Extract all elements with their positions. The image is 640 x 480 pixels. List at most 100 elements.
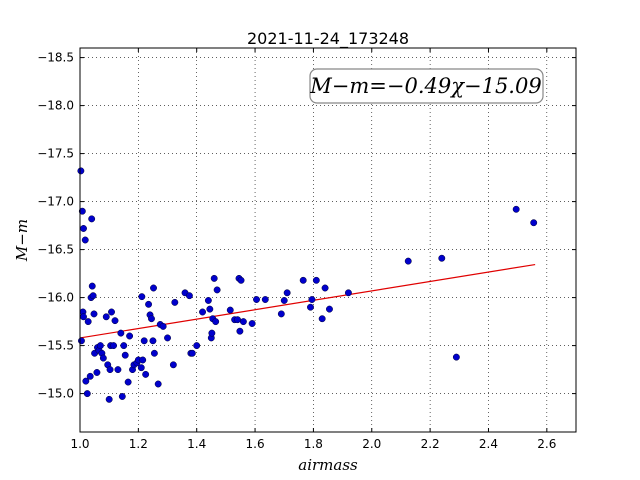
fit-annotation: M−m=−0.49χ−15.09	[309, 68, 544, 104]
data-point	[106, 366, 114, 374]
data-point	[139, 356, 147, 364]
plot-frame	[79, 47, 577, 433]
y-tick-labels: −15.0 −15.5 −16.0 −16.5 −17.0 −17.5 −18.0 −18.5	[37, 51, 74, 401]
y-tick-label: −16.5	[37, 243, 74, 257]
data-point	[118, 393, 126, 400]
data-point	[344, 289, 352, 297]
data-point	[452, 353, 460, 361]
data-point	[512, 205, 520, 213]
data-point	[82, 377, 90, 385]
x-axis-label: airmass	[298, 456, 358, 474]
data-point	[138, 293, 146, 301]
data-point	[89, 292, 97, 300]
data-point	[204, 297, 212, 304]
data-point	[237, 276, 245, 284]
data-point	[213, 286, 221, 294]
data-point	[236, 327, 244, 335]
data-point	[438, 254, 446, 262]
y-tick-label: −18.0	[37, 99, 74, 113]
fit-annotation-text: M−m=−0.49χ−15.09	[309, 74, 541, 98]
x-tick-label: 2.4	[479, 437, 498, 451]
data-point	[121, 351, 129, 359]
axis-ticks	[79, 48, 576, 432]
data-point	[126, 332, 134, 340]
x-tick-label: 2.6	[537, 437, 556, 451]
data-point	[78, 337, 85, 345]
x-tick-label: 1.8	[304, 437, 323, 451]
data-point	[88, 282, 96, 290]
data-point	[212, 318, 220, 326]
plot-area	[80, 48, 576, 432]
y-tick-label: −17.0	[37, 195, 74, 209]
data-point	[114, 366, 122, 374]
data-point	[102, 313, 110, 321]
grid-lines	[79, 48, 576, 432]
data-point	[206, 305, 214, 313]
x-tick-labels: 1.0 1.2 1.4 1.6 1.8 2.0 2.2 2.4 2.6	[70, 437, 556, 451]
data-point	[124, 378, 132, 386]
data-point	[83, 390, 91, 398]
data-point	[84, 318, 92, 326]
data-point	[226, 306, 234, 314]
data-point	[234, 316, 242, 324]
data-point	[93, 369, 101, 376]
x-tick-label: 1.0	[70, 437, 89, 451]
data-point	[321, 284, 329, 292]
data-point	[308, 296, 316, 303]
chart-title: 2021-11-24_173248	[247, 29, 409, 49]
data-point	[530, 219, 538, 227]
data-point	[171, 298, 179, 306]
data-point	[185, 292, 193, 300]
data-point	[145, 300, 153, 308]
data-point	[318, 315, 326, 323]
data-point	[148, 315, 155, 323]
data-point	[99, 354, 107, 362]
x-tick-label: 2.0	[362, 437, 381, 451]
y-tick-label: −15.0	[37, 387, 74, 401]
data-point	[90, 310, 98, 318]
data-point	[142, 370, 150, 378]
data-point	[88, 215, 96, 223]
y-tick-label: −17.5	[37, 147, 74, 161]
data-point	[108, 308, 115, 316]
data-point	[120, 342, 128, 350]
data-point	[110, 342, 118, 350]
data-point	[159, 322, 167, 330]
x-tick-label: 1.2	[129, 437, 148, 451]
data-point	[404, 257, 412, 265]
data-point	[193, 342, 201, 350]
data-point	[283, 289, 291, 297]
data-point	[277, 310, 285, 318]
data-point	[261, 296, 269, 303]
data-point	[299, 276, 307, 284]
data-point	[253, 296, 260, 303]
data-point	[137, 364, 145, 372]
data-point	[208, 329, 216, 337]
x-tick-label: 1.4	[187, 437, 206, 451]
data-point	[210, 274, 218, 282]
data-point	[188, 349, 196, 357]
data-point	[239, 318, 247, 326]
y-tick-label: −16.0	[37, 291, 74, 305]
fit-line	[79, 263, 536, 339]
data-point	[312, 276, 320, 284]
data-point	[150, 284, 157, 292]
data-point	[149, 337, 157, 345]
data-point	[105, 395, 113, 403]
data-point	[81, 236, 89, 244]
data-points	[77, 167, 538, 403]
data-point	[164, 334, 171, 342]
data-point	[77, 167, 85, 175]
data-point	[280, 297, 288, 304]
data-point	[150, 349, 158, 357]
data-point	[111, 317, 119, 325]
data-point	[199, 308, 206, 316]
x-tick-label: 2.2	[421, 437, 440, 451]
data-point	[307, 303, 314, 311]
data-point	[248, 320, 256, 327]
data-point	[80, 225, 87, 232]
x-tick-label: 1.6	[246, 437, 265, 451]
y-tick-label: −15.5	[37, 339, 74, 353]
data-point	[117, 329, 125, 337]
